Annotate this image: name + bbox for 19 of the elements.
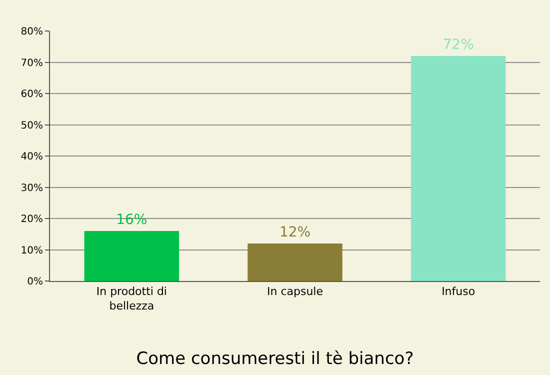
bar [248,244,342,281]
x-tick-label: In capsule [266,285,324,298]
y-tick-label: 10% [20,245,43,256]
x-tick-label: Infuso [442,285,476,298]
data-label: 16% [116,212,148,228]
data-label: 12% [279,224,311,240]
data-label: 72% [442,37,474,53]
bar [410,56,506,281]
y-tick-label: 30% [20,182,43,194]
y-tick-label: 20% [20,214,43,225]
bar [84,231,180,281]
text: Come consumeresti il tè bianco? [136,348,414,369]
x-tick-label: In prodotti di bellezza [96,285,167,312]
y-tick-label: 80% [20,26,43,38]
y-tick-label: 0% [27,276,43,288]
y-tick-label: 40% [20,152,43,162]
y-tick-label: 60% [20,89,43,100]
y-tick-label: 50% [20,120,43,132]
y-tick-label: 70% [20,58,43,69]
